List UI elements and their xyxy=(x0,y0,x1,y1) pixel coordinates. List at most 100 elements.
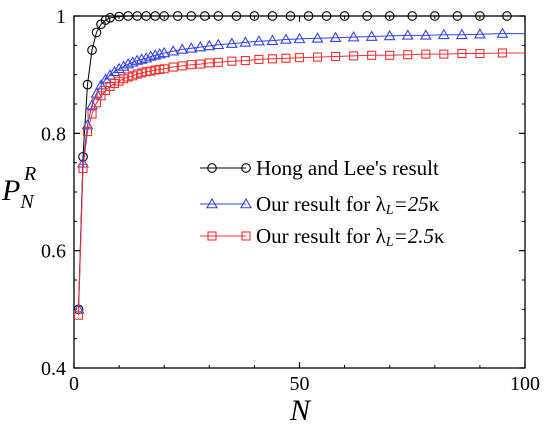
series-2-point xyxy=(159,64,169,74)
series-0-point xyxy=(100,15,111,25)
series-0-point xyxy=(285,11,296,21)
series-2-point xyxy=(87,109,97,119)
series-1-point xyxy=(252,35,265,46)
series-2-point xyxy=(421,49,431,59)
series-1-point xyxy=(280,33,292,44)
series-1-point xyxy=(419,29,432,40)
legend-label-unit: κ xyxy=(429,192,440,216)
series-0-point xyxy=(213,11,224,21)
legend-marker-2 xyxy=(207,231,217,241)
series-1-point xyxy=(496,27,509,38)
series-1-point xyxy=(117,60,130,71)
series-2 xyxy=(73,48,525,320)
series-1-point xyxy=(149,49,162,60)
y-tick-label: 0.8 xyxy=(41,123,66,145)
legend-marker-0-end xyxy=(241,163,251,173)
series-1-point xyxy=(329,31,342,43)
legend-label-prefix: Our result for xyxy=(256,192,376,216)
x-tick-label: 0 xyxy=(69,373,79,395)
series-0 xyxy=(73,11,525,315)
series-1-point xyxy=(185,42,198,53)
y-tick-label: 0.6 xyxy=(41,241,66,263)
series-2-point xyxy=(349,51,359,61)
legend-label-value: =25 xyxy=(394,192,429,216)
series-2-point xyxy=(186,60,196,70)
series-0-point xyxy=(452,11,463,21)
series-1-point xyxy=(311,32,324,43)
series-1-point xyxy=(126,56,139,67)
series-2-point xyxy=(73,310,84,320)
series-0-point xyxy=(362,11,373,21)
series-2-point xyxy=(367,50,377,60)
series-2-point xyxy=(82,127,93,137)
series-2-point xyxy=(168,62,178,72)
legend-label-unit: κ xyxy=(434,224,445,248)
series-2-point xyxy=(312,52,323,62)
series-1-point xyxy=(401,29,414,40)
series-1-point xyxy=(225,37,238,48)
series-1-point xyxy=(86,99,98,110)
series-0-point xyxy=(186,11,197,21)
series-2-point xyxy=(439,49,449,59)
series-2-point xyxy=(385,50,395,60)
legend-label-0: Hong and Lee's result xyxy=(256,156,439,180)
series-2-point xyxy=(281,53,291,63)
series-0-point xyxy=(267,11,278,21)
series-1-point xyxy=(158,46,171,58)
series-1-point xyxy=(194,40,207,52)
series-1-point xyxy=(176,43,189,54)
series-1 xyxy=(72,27,525,314)
y-axis-title-sub: N xyxy=(19,191,35,213)
series-2-point xyxy=(267,54,277,64)
series-2-point xyxy=(195,59,205,69)
series-1-point xyxy=(131,54,144,65)
legend-label-prefix: Our result for xyxy=(256,224,376,248)
series-2-point xyxy=(177,61,187,71)
series-line-2 xyxy=(78,52,525,316)
legend-marker-2-end xyxy=(241,231,251,241)
legend-marker-1 xyxy=(206,197,218,209)
series-1-point xyxy=(140,52,153,63)
series-0-point xyxy=(199,11,210,21)
legend-label-value: =2.5 xyxy=(394,224,434,248)
x-tick-label: 100 xyxy=(510,373,540,395)
y-axis-title-sup: R xyxy=(23,163,36,185)
series-0-point xyxy=(231,11,242,21)
series-1-point xyxy=(122,57,135,69)
x-tick-label: 50 xyxy=(290,373,310,395)
series-1-point xyxy=(455,28,468,40)
series-1-point xyxy=(212,38,225,50)
series-2-point xyxy=(294,53,305,63)
y-axis-title: PN xyxy=(1,174,35,213)
plot-series xyxy=(72,11,525,320)
y-axis-title-main: P xyxy=(1,174,20,207)
series-2-point xyxy=(204,58,214,68)
legend-label-symbol: λ xyxy=(376,224,387,248)
series-0-point xyxy=(502,11,512,21)
series-2-point xyxy=(78,163,88,174)
series-0-point xyxy=(339,11,350,21)
legend-marker-1-end xyxy=(240,197,252,209)
series-1-point xyxy=(108,65,121,77)
series-1-point xyxy=(203,39,216,51)
series-1-point xyxy=(383,29,396,41)
series-1-point xyxy=(113,62,126,74)
series-1-point xyxy=(365,30,378,41)
series-1-point xyxy=(266,34,279,45)
series-2-point xyxy=(475,48,485,59)
series-0-point xyxy=(475,11,485,21)
x-axis-title: N xyxy=(289,394,312,427)
legend-label-sub: L xyxy=(385,203,394,218)
series-0-point xyxy=(407,11,418,21)
y-tick-label: 1 xyxy=(56,6,66,28)
series-1-point xyxy=(167,45,180,56)
legend-marker-0 xyxy=(207,163,217,173)
series-2-point xyxy=(331,51,341,62)
series-1-point xyxy=(239,36,252,47)
legend: Hong and Lee's result Our result for λL=2… xyxy=(200,156,445,250)
series-1-point xyxy=(347,31,360,42)
series-1-point xyxy=(153,48,166,59)
series-2-point xyxy=(457,48,467,59)
series-0-point xyxy=(321,11,332,21)
